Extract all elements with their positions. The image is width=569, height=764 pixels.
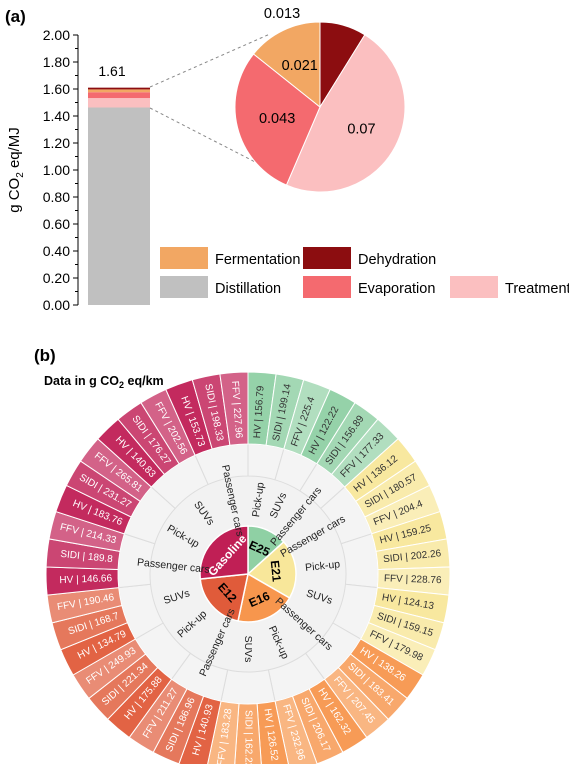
- legend-label: Treatment: [505, 281, 569, 297]
- bar-chart-axis: 0.00 0.20 0.40 0.60 0.80 1.00 1.20 1.40 1.60 1.80…: [43, 27, 79, 313]
- panel-b-label: (b): [34, 346, 56, 365]
- y-tick-label: 0.80: [43, 189, 70, 205]
- pie-label: 0.013: [264, 6, 300, 22]
- sunburst-class-label: SUVs: [242, 636, 254, 663]
- y-tick-label: 1.00: [43, 162, 70, 178]
- sunburst-fuel-e16: [237, 572, 291, 623]
- sunburst-fuel-e12: [199, 573, 249, 622]
- y-tick-label: 1.20: [43, 135, 70, 151]
- legend-swatch-dehydration: [303, 247, 351, 269]
- sunburst-leaf-label: FFV | 227.96: [229, 380, 244, 439]
- pie-slice-treatment: [285, 34, 406, 193]
- y-tick-label: 0.60: [43, 216, 70, 232]
- legend-swatch-treatment: [450, 276, 498, 298]
- legend-swatch-fermentation: [160, 247, 208, 269]
- sunburst-leaf-label: SIDI | 162.22: [243, 710, 254, 764]
- legend-label: Evaporation: [358, 281, 435, 297]
- y-tick-label: 1.80: [43, 54, 70, 70]
- legend-label: Fermentation: [215, 252, 300, 268]
- legend-label: Distillation: [215, 281, 281, 297]
- sunburst-leaf-label: SIDI | 189.8: [60, 549, 114, 565]
- pie-label: 0.021: [282, 58, 318, 74]
- bar-total-label: 1.61: [98, 63, 125, 79]
- sunburst-class-label: Pick-up: [305, 558, 341, 574]
- bar-segment-evaporation: [88, 92, 150, 99]
- sunburst-class-label: Pick-up: [250, 481, 267, 518]
- bar-segment-fermentation: [88, 89, 150, 93]
- panel-a-label: (a): [5, 7, 26, 26]
- pie-label: 0.043: [259, 111, 295, 127]
- sunburst-fuel-gasoline: [199, 525, 249, 580]
- y-tick-label: 2.00: [43, 27, 70, 43]
- sunburst-fuel-label: E21: [268, 560, 284, 583]
- stacked-bar: [88, 87, 150, 306]
- legend-swatch-distillation: [160, 276, 208, 298]
- sunburst-leaf-label: FFV | 228.76: [384, 573, 442, 586]
- pie-chart: 0.013 0.07 0.043 0.021: [234, 6, 406, 193]
- sunburst-leaf-segment: [219, 371, 249, 446]
- legend-swatch-evaporation: [303, 276, 351, 298]
- legend-label: Dehydration: [358, 252, 436, 268]
- sunburst-class-segment: [220, 669, 276, 705]
- connector-line-top: [149, 33, 271, 88]
- sunburst-title: Data in g CO2 eq/km: [44, 374, 164, 390]
- y-tick-label: 0.20: [43, 270, 70, 286]
- y-tick-label: 0.40: [43, 243, 70, 259]
- y-tick-label: 1.40: [43, 108, 70, 124]
- pie-slice-evaporation: [234, 53, 321, 186]
- pie-label: 0.07: [347, 122, 375, 138]
- sunburst-class-segment: [340, 533, 379, 589]
- y-tick-label: 0.00: [43, 297, 70, 313]
- sunburst-leaf-label: HV | 146.66: [59, 573, 112, 586]
- bar-segment-dehydration: [88, 87, 150, 90]
- sunburst-leaf-label: HV | 156.79: [252, 385, 267, 439]
- y-tick-label: 1.60: [43, 81, 70, 97]
- sunburst-fuel-e21: [246, 540, 297, 600]
- pie-slice-fermentation: [252, 21, 321, 109]
- bar-segment-treatment: [88, 98, 150, 108]
- bar-segment-distillation: [88, 107, 150, 306]
- legend: Fermentation Dehydration Distillation Evapo…: [160, 247, 569, 298]
- y-axis-label: g CO2 eq/MJ: [6, 127, 26, 213]
